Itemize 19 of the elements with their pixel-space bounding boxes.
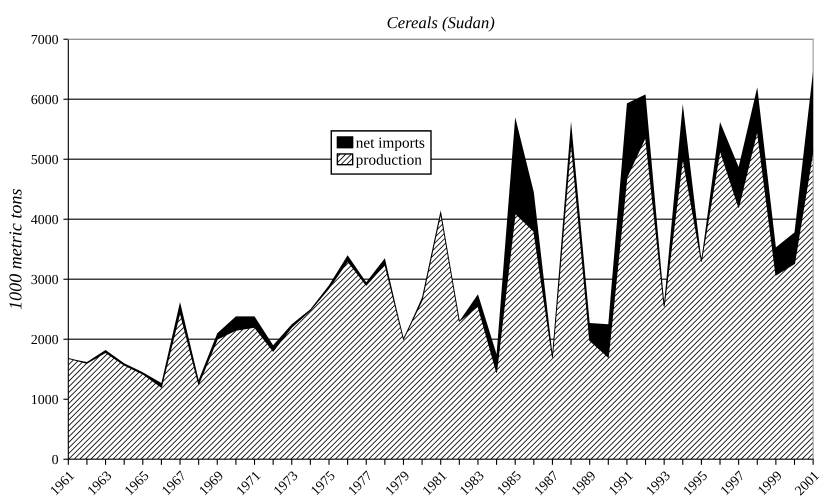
x-tick-label: 2001	[794, 470, 820, 496]
y-tick-label: 5000	[32, 154, 58, 164]
y-tick-label: 2000	[31, 334, 58, 344]
legend-label: production	[356, 154, 422, 168]
y-tick-label: 7000	[32, 34, 58, 44]
y-tick-label: 1000	[32, 394, 58, 404]
legend-label: net imports	[356, 138, 424, 151]
y-tick-label: 4000	[31, 214, 58, 224]
x-tick-label: 1971	[236, 470, 261, 496]
x-tick-label: 1961	[50, 470, 75, 496]
y-tick-label: 0	[52, 454, 58, 464]
y-tick-label: 3000	[31, 274, 58, 284]
y-tick-label: 6000	[31, 94, 58, 104]
x-tick-label: 1991	[608, 470, 634, 496]
chart-title: Cereals (Sudan)	[388, 16, 494, 32]
y-axis-title: 1000 metric tons	[9, 189, 22, 310]
x-tick-label: 1983	[459, 470, 484, 496]
x-tick-label: 1979	[385, 470, 410, 496]
x-tick-label: 1981	[422, 470, 448, 496]
